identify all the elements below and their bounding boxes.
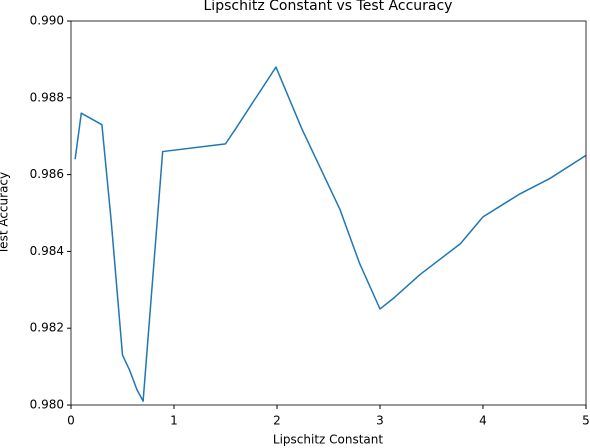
x-tick-label: 3 [376, 414, 384, 428]
x-tick-label: 1 [170, 414, 178, 428]
x-tick-label: 2 [273, 414, 281, 428]
line [74, 66, 587, 402]
y-tick-label: 0.984 [30, 244, 64, 258]
y-tick-label: 0.986 [30, 167, 64, 181]
y-axis-label: Test Accuracy [0, 172, 11, 255]
x-tick-label: 4 [479, 414, 487, 428]
y-tick-label: 0.990 [30, 14, 64, 28]
x-axis-label: Lipschitz Constant [273, 433, 383, 447]
plot-frame [70, 20, 587, 406]
y-tick-label: 0.988 [30, 90, 64, 104]
chart-title: Lipschitz Constant vs Test Accuracy [204, 0, 453, 14]
y-tick-label: 0.980 [30, 398, 64, 412]
x-tick-label: 0 [67, 414, 75, 428]
y-tick-label: 0.982 [30, 321, 64, 335]
x-tick-label: 5 [582, 414, 590, 428]
